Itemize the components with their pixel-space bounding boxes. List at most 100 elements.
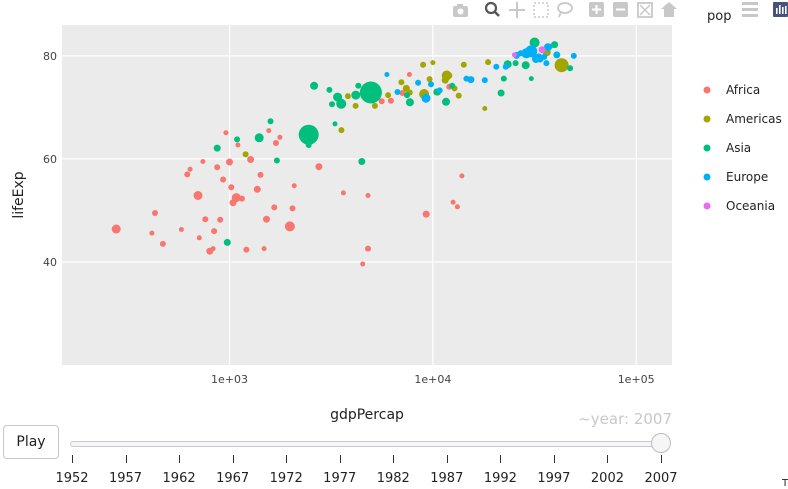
data-point-europe[interactable] — [415, 79, 422, 86]
data-point-africa[interactable] — [387, 97, 394, 104]
data-point-asia[interactable] — [359, 81, 382, 104]
legend-item-europe[interactable]: Europe — [703, 170, 769, 184]
data-point-asia[interactable] — [528, 76, 534, 82]
data-point-americas[interactable] — [385, 92, 392, 99]
data-point-asia[interactable] — [351, 90, 361, 100]
data-point-americas[interactable] — [344, 93, 351, 100]
data-point-africa[interactable] — [214, 164, 221, 171]
plotly-logo-icon[interactable] — [773, 2, 788, 17]
data-point-asia[interactable] — [405, 98, 414, 107]
data-point-europe[interactable] — [502, 63, 509, 70]
data-point-europe[interactable] — [428, 81, 434, 88]
data-point-americas[interactable] — [338, 127, 345, 134]
data-point-asia[interactable] — [567, 65, 574, 72]
legend-item-africa[interactable]: Africa — [703, 83, 761, 97]
data-point-africa[interactable] — [111, 224, 121, 234]
data-point-oceania[interactable] — [538, 46, 546, 54]
data-point-asia[interactable] — [310, 81, 319, 90]
data-point-africa[interactable] — [365, 193, 371, 198]
data-point-africa[interactable] — [284, 221, 295, 232]
legend-item-americas[interactable]: Americas — [703, 112, 782, 126]
lasso-icon[interactable] — [557, 2, 573, 18]
slider-step-label[interactable]: 1952 — [55, 471, 89, 486]
data-point-americas[interactable] — [398, 79, 405, 86]
data-point-asia[interactable] — [521, 61, 530, 70]
data-point-americas[interactable] — [242, 151, 249, 158]
slider-step-label[interactable]: 1987 — [430, 471, 464, 486]
data-point-africa[interactable] — [200, 159, 206, 164]
data-point-africa[interactable] — [226, 158, 233, 166]
data-point-africa[interactable] — [378, 98, 385, 105]
data-point-europe[interactable] — [546, 43, 553, 50]
data-point-africa[interactable] — [210, 246, 216, 252]
box-select-icon[interactable] — [533, 2, 549, 18]
data-point-europe[interactable] — [394, 89, 401, 95]
data-point-africa[interactable] — [450, 199, 456, 205]
data-point-africa[interactable] — [277, 134, 283, 140]
data-point-africa[interactable] — [257, 171, 264, 178]
zoom-out-icon[interactable] — [613, 2, 628, 17]
data-point-asia[interactable] — [551, 41, 559, 49]
data-point-africa[interactable] — [340, 190, 346, 196]
data-point-americas[interactable] — [426, 76, 433, 83]
data-point-americas[interactable] — [455, 92, 462, 99]
data-point-asia[interactable] — [332, 121, 338, 127]
data-point-africa[interactable] — [184, 171, 191, 178]
data-point-asia[interactable] — [329, 101, 335, 108]
data-point-asia[interactable] — [500, 75, 507, 82]
data-point-africa[interactable] — [235, 142, 241, 148]
data-point-africa[interactable] — [263, 215, 270, 223]
data-point-africa[interactable] — [315, 163, 323, 171]
data-point-americas[interactable] — [352, 102, 359, 109]
data-point-europe[interactable] — [493, 63, 500, 70]
data-point-africa[interactable] — [228, 184, 235, 191]
data-point-africa[interactable] — [220, 176, 227, 183]
slider-step-label[interactable]: 1972 — [269, 471, 303, 486]
slider-track[interactable] — [70, 441, 666, 447]
slider-step-label[interactable]: 1992 — [483, 471, 517, 486]
home-icon[interactable] — [661, 2, 677, 17]
data-point-europe[interactable] — [543, 60, 550, 67]
slider-handle[interactable] — [651, 433, 671, 453]
data-point-africa[interactable] — [159, 240, 166, 247]
slider-step-label[interactable]: 2002 — [590, 471, 624, 486]
data-point-americas[interactable] — [430, 60, 436, 66]
data-point-asia[interactable] — [326, 86, 333, 93]
data-point-oceania[interactable] — [511, 52, 517, 58]
pan-icon[interactable] — [509, 2, 525, 18]
data-point-asia[interactable] — [273, 157, 280, 164]
data-point-europe[interactable] — [436, 87, 443, 94]
data-point-europe[interactable] — [481, 77, 488, 84]
data-point-europe[interactable] — [541, 53, 548, 60]
data-point-europe[interactable] — [517, 50, 524, 57]
data-point-asia[interactable] — [497, 89, 505, 97]
slider-step-label[interactable]: 1982 — [376, 471, 410, 486]
data-point-asia[interactable] — [267, 118, 274, 125]
data-point-asia[interactable] — [404, 92, 410, 99]
data-point-africa[interactable] — [247, 156, 255, 163]
data-point-africa[interactable] — [360, 261, 366, 267]
data-point-asia[interactable] — [449, 82, 456, 89]
data-point-africa[interactable] — [152, 210, 158, 216]
data-point-asia[interactable] — [355, 82, 362, 89]
slider-step-label[interactable]: 2007 — [644, 471, 678, 486]
data-point-africa[interactable] — [272, 140, 279, 146]
slider-step-label[interactable]: 1977 — [323, 471, 357, 486]
data-point-africa[interactable] — [291, 183, 297, 189]
data-point-africa[interactable] — [243, 246, 250, 253]
zoom-in-icon[interactable] — [589, 2, 604, 17]
data-point-africa[interactable] — [261, 246, 267, 252]
data-point-americas[interactable] — [482, 106, 488, 111]
data-point-asia[interactable] — [298, 124, 319, 145]
data-point-africa[interactable] — [422, 210, 430, 218]
data-point-asia[interactable] — [223, 238, 231, 246]
data-point-europe[interactable] — [553, 51, 561, 59]
data-point-asia[interactable] — [358, 158, 366, 165]
slider-step-label[interactable]: 1957 — [108, 471, 143, 486]
data-point-africa[interactable] — [178, 227, 184, 232]
legend-item-asia[interactable]: Asia — [703, 141, 752, 155]
data-point-americas[interactable] — [371, 102, 378, 109]
data-point-africa[interactable] — [266, 128, 272, 134]
data-point-africa[interactable] — [399, 90, 406, 96]
slider-step-label[interactable]: 1967 — [216, 471, 250, 486]
